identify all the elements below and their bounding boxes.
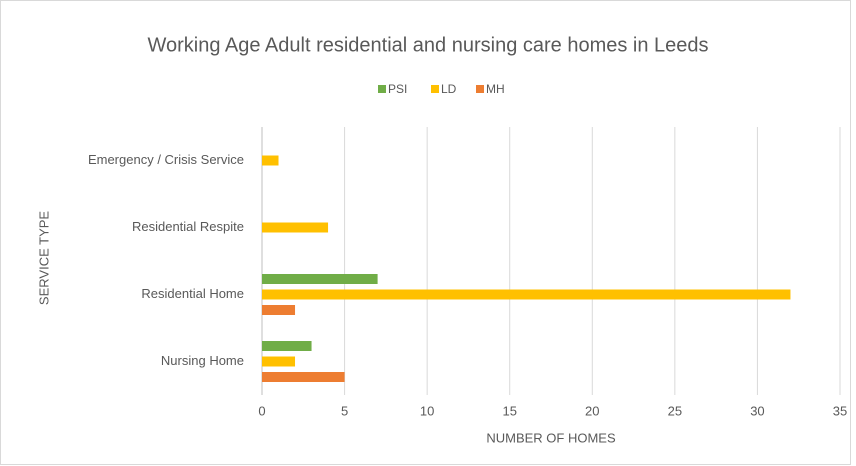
bar <box>262 289 791 300</box>
y-tick-label: Residential Home <box>141 286 244 301</box>
y-axis-label: SERVICE TYPE <box>36 211 51 305</box>
legend-swatch <box>378 85 386 93</box>
x-tick-label: 0 <box>258 403 265 418</box>
bar <box>262 305 296 315</box>
y-tick-label: Nursing Home <box>161 353 244 368</box>
x-tick-label: 25 <box>668 403 682 418</box>
x-tick-label: 30 <box>750 403 764 418</box>
x-axis-label: NUMBER OF HOMES <box>486 430 616 445</box>
bar <box>262 274 378 284</box>
y-tick-label: Emergency / Crisis Service <box>88 152 244 167</box>
legend-label: MH <box>486 82 505 96</box>
y-tick-label: Residential Respite <box>132 219 244 234</box>
bar <box>262 155 279 166</box>
legend-label: PSI <box>388 82 407 96</box>
x-tick-label: 10 <box>420 403 434 418</box>
legend-label: LD <box>441 82 457 96</box>
bar <box>262 341 312 351</box>
bar <box>262 356 296 367</box>
x-tick-label: 35 <box>833 403 847 418</box>
legend-swatch <box>431 85 439 93</box>
x-tick-label: 20 <box>585 403 599 418</box>
bar <box>262 222 329 233</box>
x-tick-label: 15 <box>502 403 516 418</box>
bar <box>262 372 345 382</box>
chart-title: Working Age Adult residential and nursin… <box>147 34 708 56</box>
legend-swatch <box>476 85 484 93</box>
x-tick-label: 5 <box>341 403 348 418</box>
